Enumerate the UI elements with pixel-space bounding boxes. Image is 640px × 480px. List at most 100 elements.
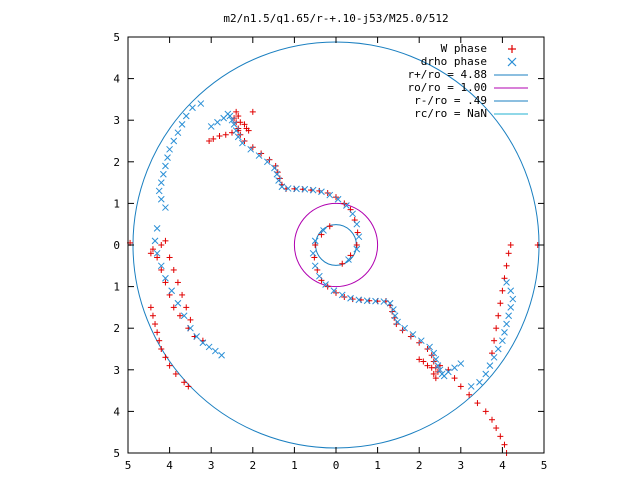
drho-phase-point: [467, 383, 475, 390]
drho-phase-point: [507, 304, 515, 311]
drho-phase-point: [363, 297, 371, 305]
w-phase-point: [181, 379, 188, 386]
drho-phase-point: [349, 210, 356, 218]
w-phase-point: [152, 321, 159, 328]
drho-phase-point: [197, 100, 205, 107]
w-phase-point: [154, 254, 161, 261]
x-tick-label: 4: [166, 459, 173, 472]
drho-phase-point: [180, 312, 188, 320]
w-phase-point: [424, 362, 431, 369]
drho-phase-point: [353, 245, 361, 253]
drho-phase-point: [234, 133, 242, 141]
w-phase-point: [316, 187, 323, 194]
drho-phase-point: [499, 337, 506, 345]
w-phase-point: [156, 337, 163, 344]
w-phase-point: [457, 383, 464, 390]
w-phase-point: [432, 375, 439, 382]
w-phase-point: [210, 135, 217, 142]
drho-phase-point: [189, 104, 196, 112]
w-phase-point: [393, 321, 400, 328]
drho-phase-point: [232, 127, 240, 134]
drho-phase-point: [170, 137, 178, 145]
drho-phase-point: [218, 351, 225, 359]
y-tick-label: 3: [113, 114, 120, 127]
drho-phase-point: [187, 324, 194, 332]
w-phase-point: [497, 300, 504, 307]
drho-phase-point: [345, 256, 352, 263]
drho-phase-point: [166, 145, 173, 153]
legend-label-rc: rc/ro = NaN: [414, 107, 487, 120]
drho-phase-point: [417, 337, 425, 345]
drho-phase-point: [434, 362, 442, 369]
w-phase-point: [354, 229, 361, 236]
w-phase-point: [466, 391, 473, 398]
w-phase-point: [495, 312, 502, 319]
w-phase-point: [353, 242, 360, 248]
drho-phase-point: [160, 170, 167, 178]
legend-label-w-phase: W phase: [441, 42, 487, 55]
drho-phase-point: [316, 272, 323, 280]
legend-label-r-minus: r-/ro = .49: [414, 94, 487, 107]
y-tick-label: 2: [113, 156, 120, 169]
drho-phase-point: [271, 164, 278, 172]
drho-phase-point: [214, 118, 221, 126]
legend-entry-w-phase: W phase: [441, 42, 516, 55]
w-phase-point: [154, 329, 161, 336]
w-phase-point: [482, 408, 489, 415]
w-phase-point: [430, 370, 437, 377]
w-phase-point: [451, 375, 458, 382]
w-phase-point: [272, 162, 279, 169]
drho-phase-point: [207, 123, 215, 130]
points-layer: [127, 100, 541, 456]
drho-phase-point: [174, 299, 182, 307]
drho-phase-point: [507, 287, 515, 295]
drho-phase-point: [343, 202, 350, 209]
x-axis: 5 4 3 2 1 0 1 2 3 4 5: [125, 37, 547, 472]
drho-phase-point: [490, 353, 498, 361]
drho-phase-point: [164, 154, 171, 161]
w-phase-point: [147, 250, 154, 257]
drho-phase-point: [476, 378, 483, 386]
x-tick-label: 2: [416, 459, 423, 472]
drho-phase-point: [326, 191, 334, 199]
drho-phase-point: [301, 185, 309, 193]
drho-phase-point: [322, 281, 329, 288]
legend-entry-drho-phase: drho phase: [421, 55, 517, 68]
drho-phase-point: [380, 298, 388, 305]
drho-phase-point: [212, 347, 219, 355]
drho-phase-point: [275, 177, 282, 184]
y-tick-label: 1: [113, 197, 120, 210]
drho-phase-point: [309, 249, 317, 257]
drho-phase-point: [409, 331, 417, 338]
w-phase-point: [249, 108, 256, 115]
w-phase-point: [493, 325, 500, 332]
drho-phase-point: [430, 349, 438, 357]
y-axis: 5 4 3 2 1 0 1 2 3 4 5: [113, 31, 544, 460]
drho-phase-point: [320, 227, 327, 234]
w-phase-point: [222, 131, 229, 138]
drho-phase-point: [355, 233, 363, 241]
w-phase-point: [349, 296, 356, 303]
drho-phase-point: [174, 129, 182, 137]
drho-phase-point: [162, 274, 169, 282]
y-tick-label: 2: [113, 322, 120, 335]
y-tick-label: 3: [113, 364, 120, 377]
drho-phase-point: [178, 121, 186, 128]
w-phase-point: [185, 383, 192, 390]
drho-phase-point: [153, 225, 161, 232]
w-phase-point: [166, 254, 173, 261]
w-phase-point: [274, 169, 281, 176]
drho-phase-point: [193, 333, 200, 340]
drho-phase-point: [457, 360, 465, 367]
w-phase-point: [428, 364, 435, 371]
w-phase-point: [158, 242, 165, 248]
drho-phase-point: [168, 287, 176, 295]
chart-title: m2/n1.5/q1.65/r-+.10-j53/M25.0/512: [223, 12, 448, 25]
drho-phase-point: [228, 116, 236, 124]
drho-phase-point: [486, 362, 494, 369]
drho-phase-point: [318, 188, 325, 196]
drho-phase-point: [157, 195, 165, 203]
y-tick-label: 0: [113, 239, 120, 252]
legend-entry-rc: rc/ro = NaN: [414, 107, 528, 120]
w-phase-point: [339, 260, 346, 267]
